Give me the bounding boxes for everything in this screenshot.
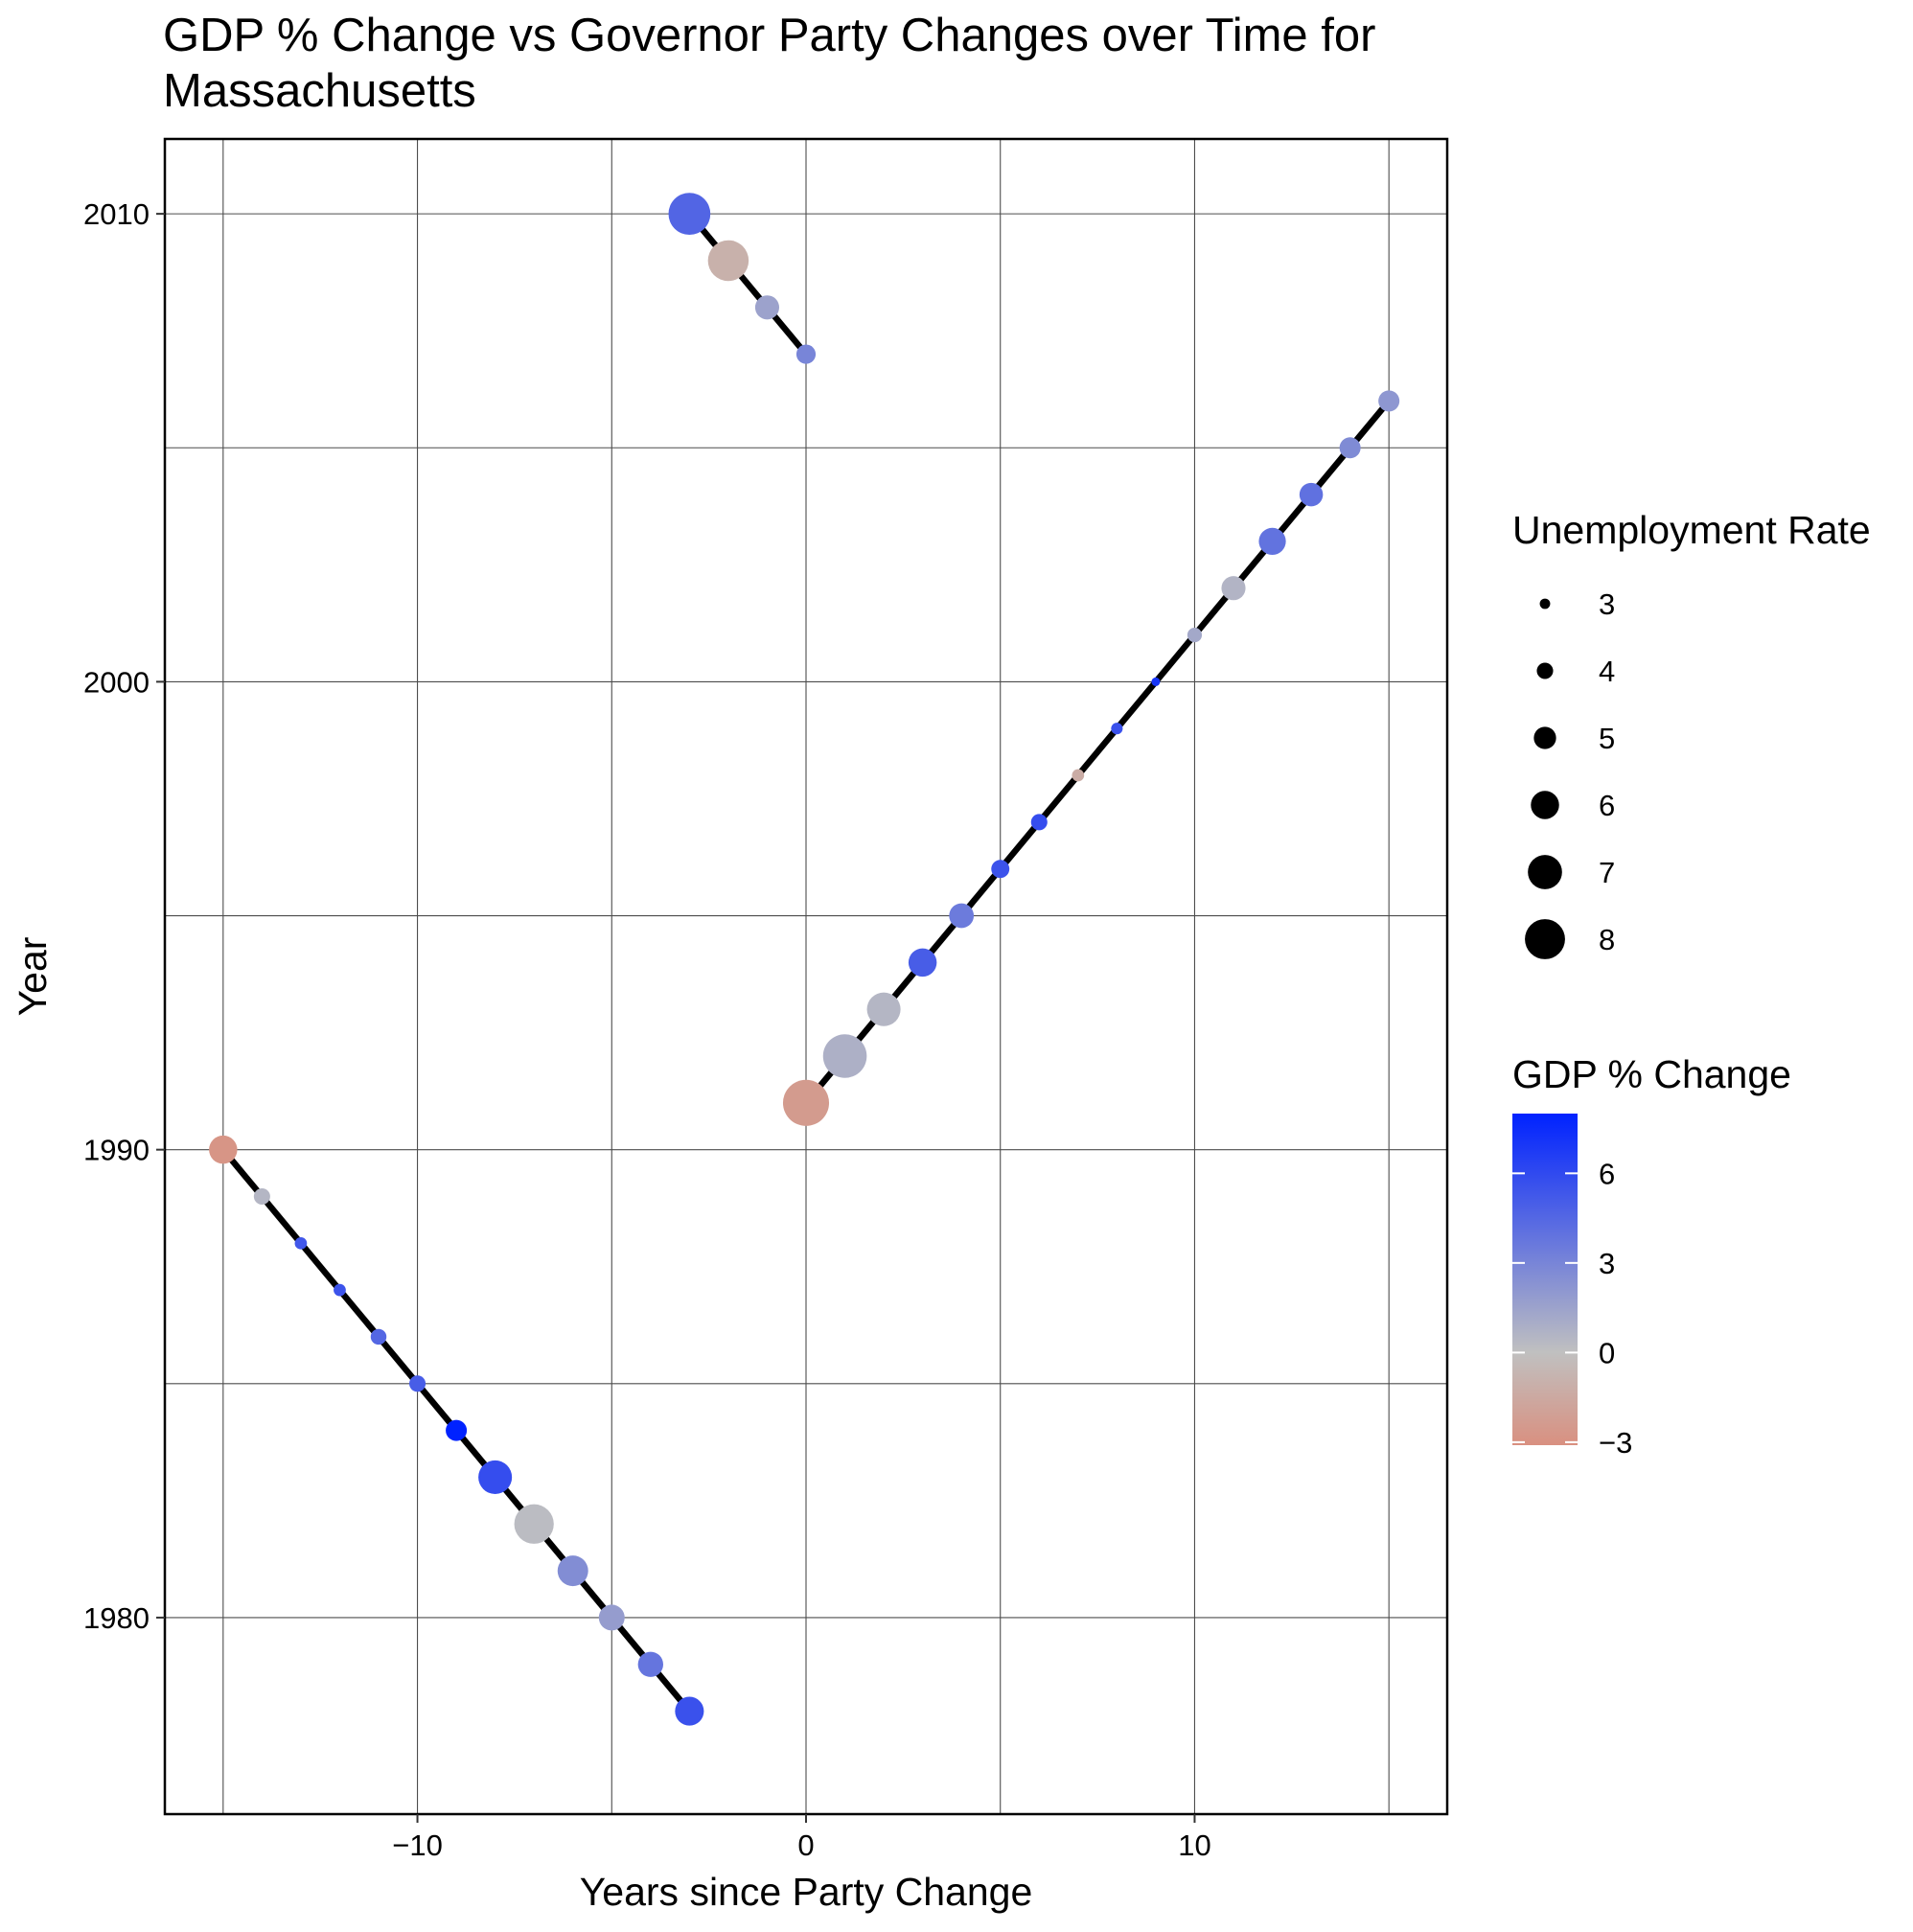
data-point [668,193,711,235]
size-legend: Unemployment Rate 3 4 5 6 7 8 [1512,508,1871,959]
size-legend-label: 3 [1599,587,1615,621]
data-point [1111,723,1123,735]
data-point [334,1283,346,1297]
color-legend-label: 0 [1599,1336,1615,1369]
chart-title: GDP % Change vs Governor Party Changes o… [163,10,1376,117]
data-point [1151,677,1161,686]
size-legend-key [1531,791,1559,819]
data-point [1339,437,1361,459]
size-legend-key [1539,598,1551,610]
data-point [514,1504,554,1544]
data-point [1187,627,1203,643]
data-point [866,992,901,1026]
data-point [822,1034,867,1078]
data-point [949,903,975,929]
y-tick-label: 1990 [83,1134,150,1167]
x-tick-label: −10 [392,1828,443,1862]
color-legend-bar [1512,1114,1578,1445]
y-tick-label: 1980 [83,1601,150,1635]
x-axis-title: Years since Party Change [580,1870,1033,1914]
x-tick-label: 10 [1178,1828,1210,1862]
data-point [707,240,749,282]
data-point [370,1328,387,1346]
data-point [1221,576,1246,601]
color-legend-label: 6 [1599,1157,1615,1190]
color-legend-label: −3 [1599,1426,1632,1460]
y-tick-label: 2010 [83,197,150,231]
data-point [209,1135,238,1164]
size-legend-label: 5 [1599,722,1615,755]
data-point [782,1079,830,1126]
grid-lines [165,139,1447,1814]
size-legend-label: 6 [1599,789,1615,822]
size-legend-key [1528,855,1562,889]
data-point [908,948,937,978]
size-legend-title: Unemployment Rate [1512,508,1871,552]
y-axis-title: Year [11,937,55,1017]
data-point [446,1419,468,1441]
series-line [803,399,1392,1105]
data-point [1072,769,1085,782]
data-point [598,1604,625,1631]
data-point [1030,814,1048,831]
size-legend-label: 4 [1599,655,1615,688]
data-point [637,1651,663,1677]
data-point [557,1555,588,1587]
y-tick-label: 2000 [83,665,150,699]
size-legend-key [1533,726,1556,749]
axis-ticks: −10 0 10 1980 1990 2000 2010 [83,197,1211,1862]
data-points [209,193,1400,1726]
x-tick-label: 0 [797,1828,814,1862]
data-point [675,1696,704,1726]
series-line [686,212,809,356]
color-legend: GDP % Change 6 3 0 −3 [1512,1052,1791,1460]
data-point [991,860,1010,879]
data-point [478,1460,513,1494]
data-point [1258,527,1286,556]
data-point [1378,390,1400,412]
size-legend-key [1525,919,1565,959]
size-legend-label: 7 [1599,856,1615,889]
color-legend-title: GDP % Change [1512,1052,1791,1096]
color-legend-label: 3 [1599,1247,1615,1280]
data-point [1299,482,1324,507]
data-point [253,1187,270,1206]
data-point [795,344,817,364]
data-point [409,1375,426,1392]
size-legend-label: 8 [1599,923,1615,956]
data-point [294,1236,308,1250]
data-point [754,295,780,320]
size-legend-key [1536,662,1554,679]
